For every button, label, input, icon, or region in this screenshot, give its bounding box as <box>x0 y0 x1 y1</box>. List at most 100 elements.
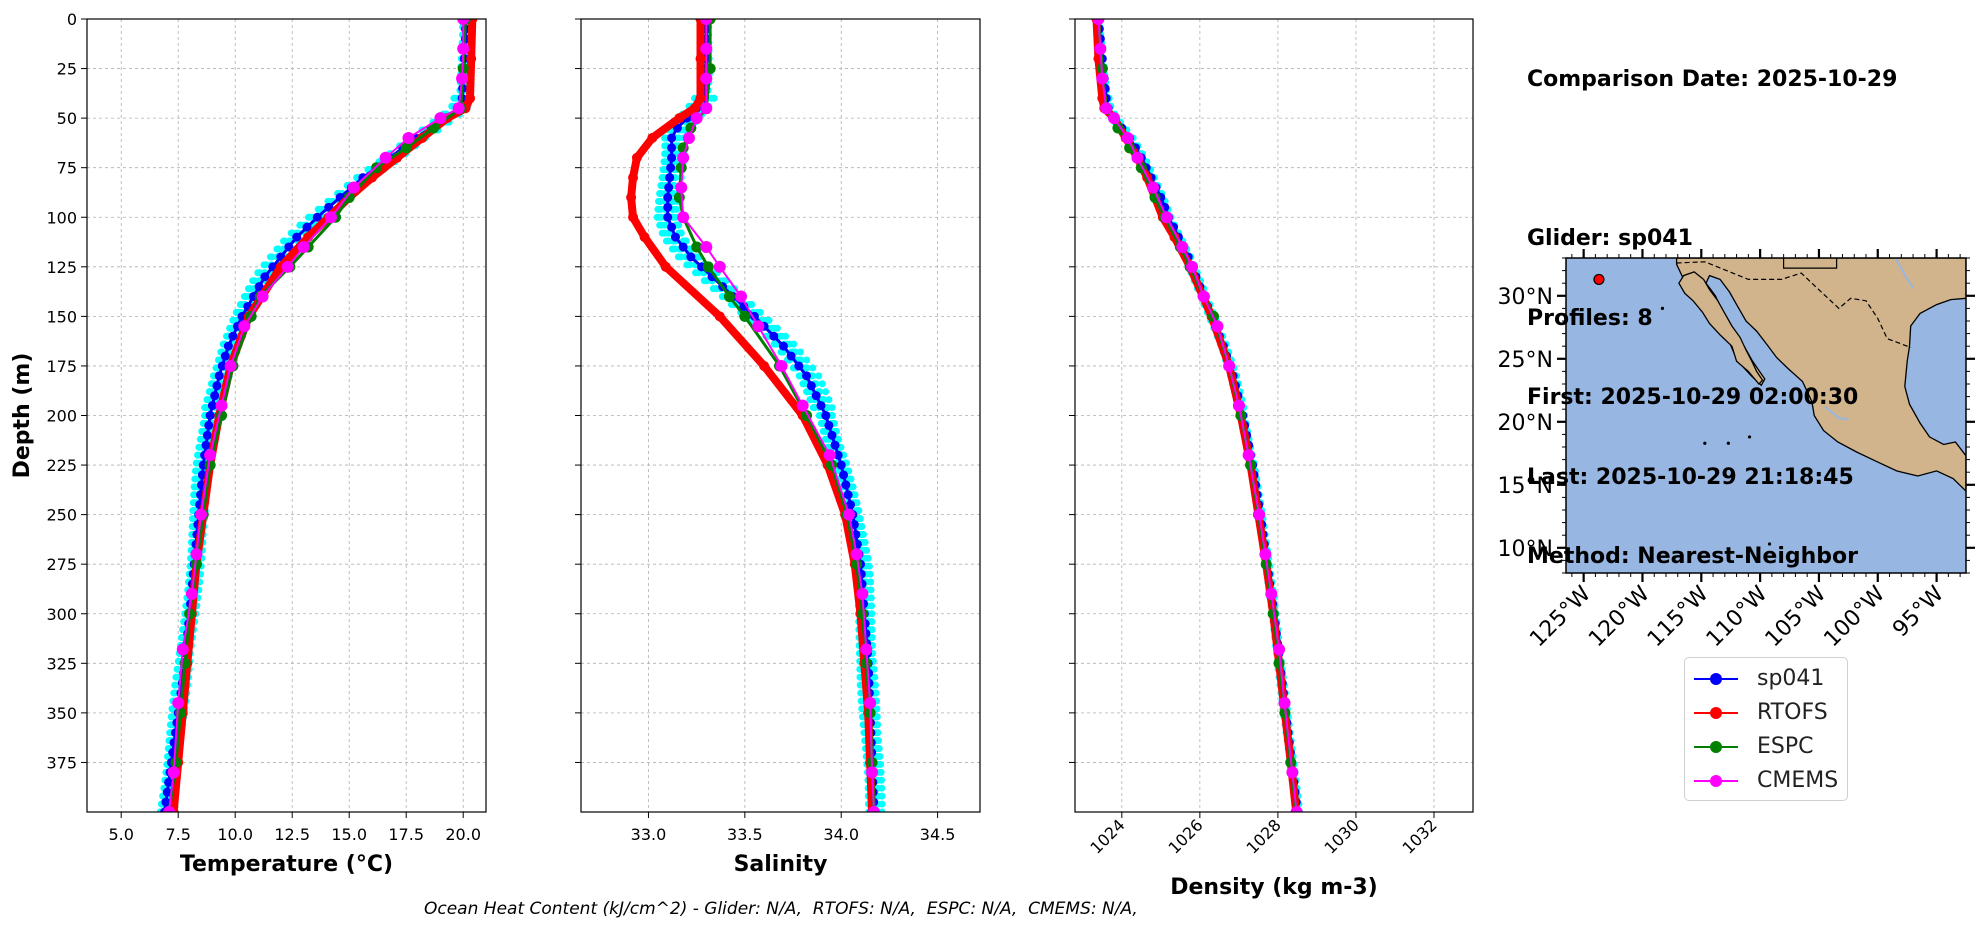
raw-profile-point <box>201 404 209 412</box>
series-point-sp041 <box>816 401 826 411</box>
raw-profile-point <box>353 174 361 182</box>
series-point-cmems <box>172 696 185 709</box>
series-point-sp041 <box>204 420 214 430</box>
raw-profile-point <box>818 380 826 388</box>
y-tick-label: 250 <box>46 506 77 525</box>
x-tick-label: 1026 <box>1164 815 1206 857</box>
raw-profile-point <box>819 427 827 435</box>
series-point-sp041 <box>205 411 215 420</box>
series-point-cmems <box>752 320 765 333</box>
raw-profile-point <box>668 245 676 253</box>
raw-profile-point <box>874 752 882 760</box>
map-frame <box>1565 257 1967 574</box>
series-point-cmems <box>457 42 470 55</box>
raw-profile-point <box>871 673 879 681</box>
raw-profile-point <box>856 515 864 523</box>
raw-profile-point <box>809 364 817 372</box>
legend-label: sp041 <box>1757 666 1825 691</box>
legend-entry-espc: ESPC <box>1685 732 1845 762</box>
y-tick-label: 100 <box>46 208 77 227</box>
series-point-sp041 <box>220 351 230 361</box>
series-point-rtofs <box>628 172 639 183</box>
raw-profile-point <box>874 721 882 729</box>
series-point-espc <box>1273 657 1285 669</box>
raw-profile-point <box>815 412 823 419</box>
state-border-line <box>1782 258 1838 269</box>
raw-profile-point <box>872 689 880 697</box>
raw-profile-point <box>799 380 807 388</box>
x-tick-label: 10.0 <box>217 825 253 844</box>
series-point-cmems <box>190 548 203 561</box>
raw-profile-point <box>825 396 833 404</box>
series-point-cmems <box>1160 211 1173 224</box>
series-point-sp041 <box>824 420 834 430</box>
raw-profile-point <box>803 364 811 372</box>
raw-profile-point <box>855 507 863 515</box>
raw-profile-point <box>764 316 772 324</box>
series-point-cmems <box>402 131 415 144</box>
raw-profile-point <box>858 705 866 713</box>
raw-profile-point <box>675 134 683 142</box>
series-point-sp041 <box>260 272 270 282</box>
legend-label: RTOFS <box>1757 700 1828 725</box>
raw-profile-point <box>796 372 804 380</box>
series-point-espc <box>704 63 716 75</box>
raw-profile-point <box>823 404 831 412</box>
raw-profile-point <box>718 293 726 301</box>
raw-profile-point <box>692 269 700 277</box>
x-tick-label: 1032 <box>1399 815 1441 857</box>
series-point-sp041 <box>667 222 677 232</box>
series-point-cmems <box>1223 359 1236 372</box>
legend-label: CMEMS <box>1757 768 1839 793</box>
legend-entry-sp041: sp041 <box>1685 664 1845 694</box>
river-line <box>1824 405 1849 421</box>
series-point-cmems <box>452 102 465 115</box>
series-point-cmems <box>823 449 836 462</box>
x-tick-label: 33.0 <box>631 825 667 844</box>
series-point-sp041 <box>806 381 816 391</box>
series-point-cmems <box>700 102 713 115</box>
raw-profile-point <box>861 554 869 562</box>
series-point-espc <box>691 241 703 253</box>
y-tick-label: 75 <box>57 159 77 178</box>
series-point-sp041 <box>811 391 821 401</box>
legend-marker-icon <box>1710 707 1722 719</box>
series-point-cmems <box>167 766 180 779</box>
series-point-cmems <box>1232 399 1245 412</box>
series-point-sp041 <box>830 440 840 450</box>
series-point-espc <box>675 162 687 174</box>
series-point-cmems <box>867 806 880 812</box>
raw-profile-point <box>188 515 196 523</box>
series-point-cmems <box>176 643 189 656</box>
y-tick-label: 325 <box>46 654 77 673</box>
raw-profile-point <box>653 213 661 221</box>
series-point-sp041 <box>214 371 224 381</box>
raw-profile-point <box>249 277 257 285</box>
series-point-espc <box>1112 122 1124 134</box>
ocean-heat-content-footer: Ocean Heat Content (kJ/cm^2) - Glider: N… <box>424 899 1138 919</box>
series-point-sp041 <box>312 212 322 222</box>
island-marker <box>1767 542 1772 546</box>
series-point-sp041 <box>292 232 302 242</box>
series-point-espc <box>702 261 714 273</box>
map-lat-label: 10°N <box>1498 537 1553 562</box>
island-marker <box>1726 441 1730 445</box>
series-point-cmems <box>1286 766 1299 779</box>
comparison-date: Comparison Date: 2025-10-29 <box>1527 67 1898 92</box>
series-point-rtofs <box>465 93 476 104</box>
raw-profile-point <box>847 475 855 483</box>
raw-profile-point <box>796 348 804 356</box>
raw-profile-point <box>167 713 175 721</box>
series-point-espc <box>860 657 872 669</box>
series-point-cmems <box>713 260 726 273</box>
raw-profile-point <box>857 697 865 705</box>
raw-profile-point <box>194 451 202 459</box>
x-tick-label: 5.0 <box>108 825 133 844</box>
series-point-sp041 <box>254 282 264 292</box>
raw-profile-point <box>191 475 199 483</box>
series-point-espc <box>856 608 868 620</box>
series-point-sp041 <box>827 430 837 440</box>
series-point-cmems <box>379 151 392 164</box>
raw-profile-point <box>771 324 779 332</box>
series-point-cmems <box>1096 72 1109 85</box>
